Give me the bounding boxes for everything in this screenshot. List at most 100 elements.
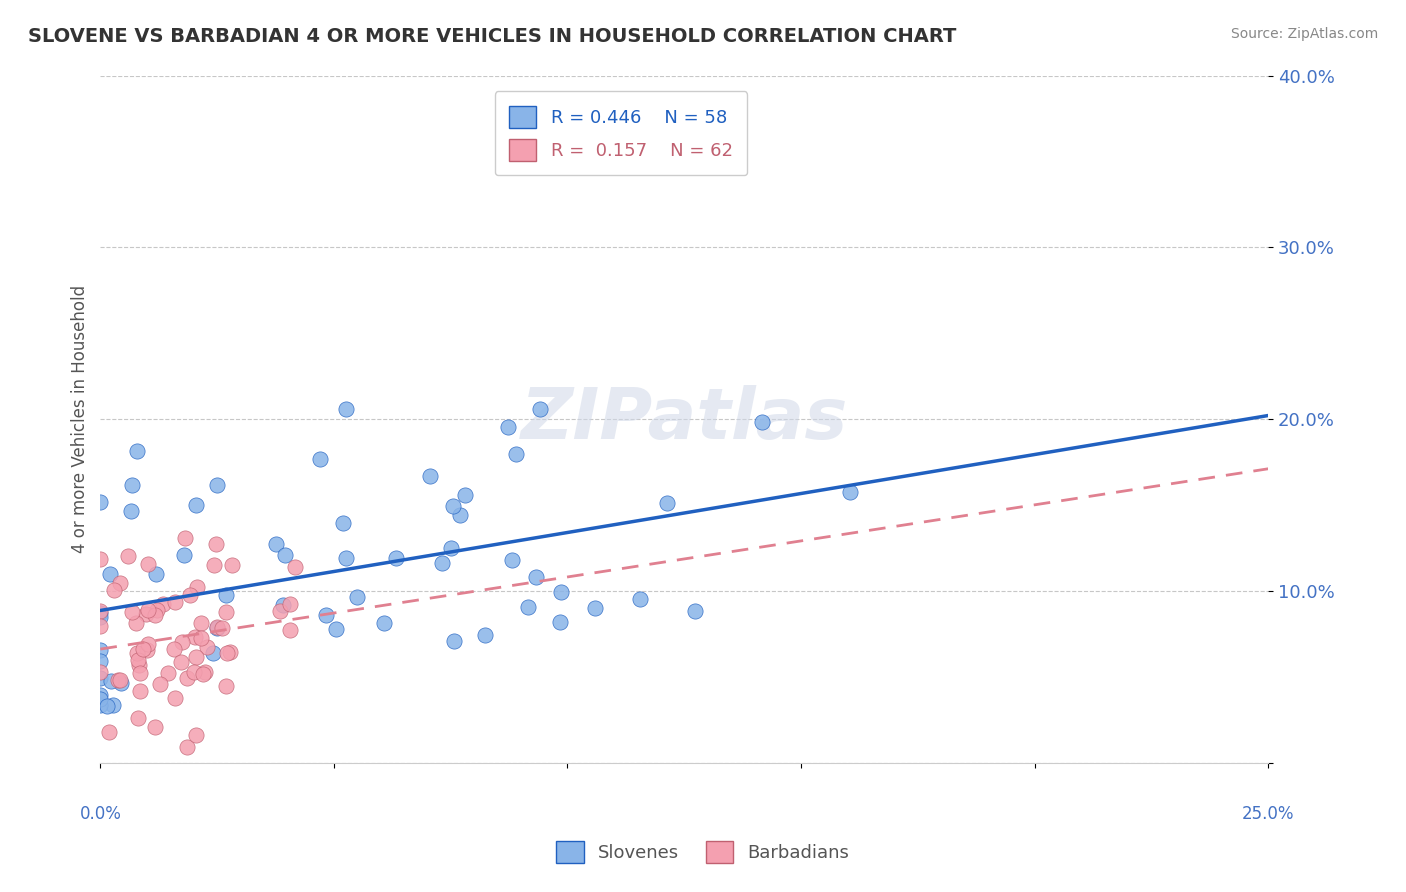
Point xyxy=(193,665,215,679)
Point xyxy=(176,672,198,686)
Point xyxy=(443,633,465,648)
Legend: R = 0.446    N = 58, R =  0.157    N = 62: R = 0.446 N = 58, R = 0.157 N = 62 xyxy=(495,91,747,175)
Point xyxy=(128,684,150,698)
Text: Source: ZipAtlas.com: Source: ZipAtlas.com xyxy=(1230,27,1378,41)
Point xyxy=(550,585,572,599)
Point xyxy=(89,665,111,680)
Point xyxy=(89,654,111,668)
Point xyxy=(89,671,111,685)
Point xyxy=(474,628,496,642)
Point xyxy=(145,608,167,623)
Point xyxy=(325,622,347,636)
Point xyxy=(132,642,155,657)
Point xyxy=(419,468,441,483)
Point xyxy=(107,673,129,688)
Point xyxy=(89,689,111,703)
Point xyxy=(101,698,124,712)
Point xyxy=(440,541,463,555)
Point xyxy=(108,673,131,687)
Point xyxy=(583,601,606,615)
Point xyxy=(165,595,187,609)
Point xyxy=(89,691,111,706)
Point xyxy=(163,691,186,706)
Point xyxy=(89,606,111,620)
Point xyxy=(170,656,193,670)
Point xyxy=(215,679,238,693)
Point xyxy=(146,603,169,617)
Point xyxy=(278,624,301,638)
Point xyxy=(308,452,330,467)
Point xyxy=(190,631,212,645)
Point xyxy=(135,642,157,657)
Point xyxy=(173,548,195,562)
Point xyxy=(205,537,228,551)
Point xyxy=(163,642,186,657)
Point xyxy=(186,580,208,594)
Point xyxy=(157,666,180,681)
Point xyxy=(215,588,238,602)
Point xyxy=(89,619,111,633)
Point xyxy=(127,653,149,667)
Point xyxy=(373,616,395,631)
Point xyxy=(278,597,301,611)
Point xyxy=(143,721,166,735)
Point xyxy=(120,504,142,518)
Point xyxy=(89,495,111,509)
Point xyxy=(524,570,547,584)
Point xyxy=(100,673,122,688)
Point xyxy=(221,558,243,573)
Point xyxy=(183,665,205,679)
Point xyxy=(121,478,143,492)
Point xyxy=(127,443,149,458)
Point xyxy=(548,615,571,629)
Legend: Slovenes, Barbadians: Slovenes, Barbadians xyxy=(546,830,860,874)
Point xyxy=(170,634,193,648)
Point xyxy=(190,616,212,631)
Text: ZIPatlas: ZIPatlas xyxy=(520,384,848,453)
Point xyxy=(454,488,477,502)
Point xyxy=(184,650,207,665)
Point xyxy=(110,675,132,690)
Point xyxy=(273,599,295,613)
Point xyxy=(529,401,551,416)
Point xyxy=(145,566,167,581)
Point xyxy=(127,711,149,725)
Point xyxy=(284,560,307,574)
Point xyxy=(89,698,111,713)
Text: SLOVENE VS BARBADIAN 4 OR MORE VEHICLES IN HOUSEHOLD CORRELATION CHART: SLOVENE VS BARBADIAN 4 OR MORE VEHICLES … xyxy=(28,27,956,45)
Point xyxy=(89,552,111,566)
Point xyxy=(149,677,172,691)
Point xyxy=(179,588,201,602)
Point xyxy=(384,550,406,565)
Point xyxy=(125,616,148,631)
Point xyxy=(136,603,159,617)
Point xyxy=(97,724,120,739)
Point xyxy=(89,604,111,618)
Point xyxy=(184,630,207,644)
Point xyxy=(273,548,295,562)
Point xyxy=(517,600,540,615)
Point xyxy=(89,610,111,624)
Point xyxy=(186,498,208,512)
Point xyxy=(501,553,523,567)
Point xyxy=(174,532,197,546)
Point xyxy=(128,665,150,680)
Point xyxy=(346,590,368,604)
Point xyxy=(135,607,157,622)
Point xyxy=(207,621,229,635)
Text: 25.0%: 25.0% xyxy=(1241,805,1295,823)
Point xyxy=(191,667,214,681)
Point xyxy=(136,558,159,572)
Point xyxy=(441,500,464,514)
Point xyxy=(201,646,224,660)
Point xyxy=(128,658,150,673)
Point xyxy=(335,401,357,416)
Point xyxy=(127,646,149,660)
Point xyxy=(89,642,111,657)
Point xyxy=(505,447,527,461)
Point xyxy=(432,557,454,571)
Point xyxy=(315,608,337,623)
Point xyxy=(202,558,225,573)
Point xyxy=(195,640,218,654)
Point xyxy=(264,537,287,551)
